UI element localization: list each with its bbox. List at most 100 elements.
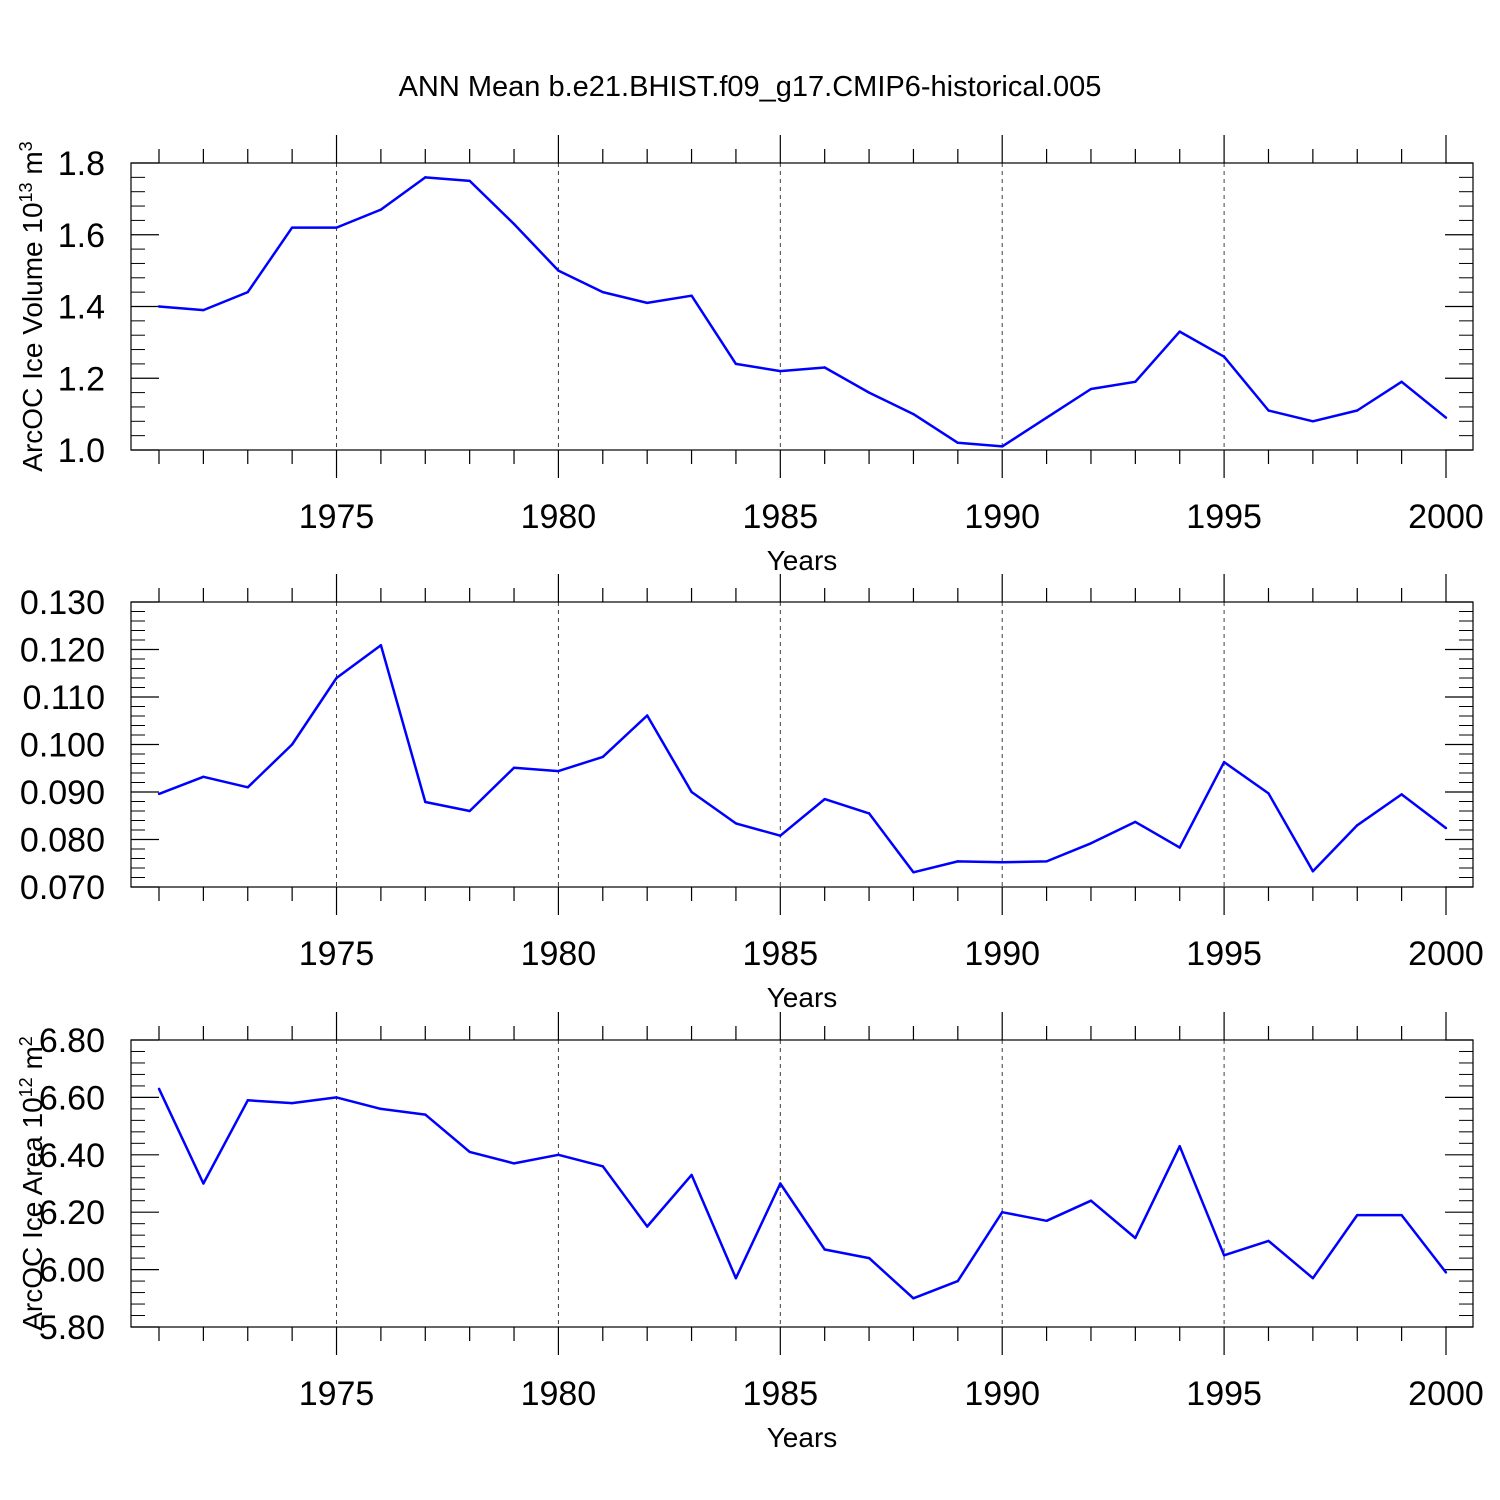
middle-data-point (335, 676, 338, 680)
area-data-point (1045, 1219, 1048, 1223)
volume-data-point (1444, 416, 1448, 419)
area-data-point (956, 1279, 960, 1283)
middle-y-tick-label: 0.100 (20, 727, 105, 765)
area-data-point (1444, 1271, 1448, 1274)
volume-data-point (1045, 416, 1048, 419)
area-data-point (1267, 1239, 1270, 1243)
volume-data-point (1222, 355, 1226, 358)
area-data-point (379, 1107, 383, 1111)
middle-data-point (557, 769, 560, 773)
middle-data-point (1400, 793, 1403, 796)
area-x-tick-label: 1995 (1186, 1375, 1262, 1413)
volume-x-tick-label: 1980 (521, 498, 597, 536)
volume-data-point (1001, 445, 1004, 448)
middle-data-point (202, 775, 205, 778)
volume-y-tick-label: 1.0 (58, 432, 105, 470)
area-data-point (157, 1087, 161, 1090)
middle-data-point (1444, 826, 1448, 830)
volume-data-point (424, 176, 427, 179)
volume-data-point (512, 222, 516, 226)
middle-y-tick-label: 0.090 (20, 774, 105, 812)
area-data-point (290, 1101, 294, 1105)
area-x-tick-label: 1975 (299, 1375, 375, 1413)
volume-x-tick-label: 2000 (1408, 498, 1484, 536)
volume-x-axis-label: Years (767, 545, 838, 576)
volume-data-point (1134, 380, 1137, 384)
middle-y-tick-label: 0.120 (20, 632, 105, 670)
middle-data-point (1311, 870, 1315, 873)
middle-x-tick-label: 1975 (299, 935, 375, 973)
area-x-tick-label: 1980 (521, 1375, 597, 1413)
volume-x-tick-label: 1975 (299, 498, 375, 536)
area-x-axis-label: Years (767, 1422, 838, 1453)
middle-variable-panel: 1975 1980 1985 1990 1995 2000 Years 0.070 0.080 0… (20, 574, 1484, 1013)
figure-title: ANN Mean b.e21.BHIST.f09_g17.CMIP6-histo… (399, 71, 1102, 103)
volume-y-label-unit: m (17, 151, 48, 182)
area-data-point (912, 1297, 915, 1300)
volume-data-point (335, 226, 338, 229)
middle-data-point (379, 644, 383, 647)
area-x-tick-label: 1985 (742, 1375, 818, 1413)
volume-data-point (912, 412, 915, 416)
middle-y-tick-label: 0.080 (20, 822, 105, 860)
volume-y-label-unit-exponent: 3 (16, 141, 36, 151)
middle-data-point (645, 714, 649, 717)
area-data-point (645, 1225, 649, 1228)
middle-data-point (1356, 824, 1359, 827)
area-y-label-text: ArcOC Ice Area 10 (17, 1097, 48, 1330)
volume-data-point (690, 294, 693, 297)
volume-data-point (1178, 330, 1181, 333)
area-y-axis-label: ArcOC Ice Area 1012 m2 (16, 1036, 48, 1331)
volume-y-label-text: ArcOC Ice Volume 10 (17, 202, 48, 471)
volume-plot-frame (130, 162, 1474, 451)
area-x-tick-label: 1990 (964, 1375, 1040, 1413)
volume-y-tick-label: 1.6 (58, 217, 105, 255)
middle-data-point (157, 792, 161, 796)
volume-data-point (601, 290, 604, 294)
middle-data-point (1045, 860, 1048, 863)
area-data-point (468, 1150, 471, 1154)
middle-x-tick-label: 1985 (742, 935, 818, 973)
middle-y-tick-label: 0.070 (20, 869, 105, 907)
area-data-point (601, 1165, 604, 1168)
area-data-point (1134, 1236, 1137, 1240)
middle-data-point (956, 860, 960, 863)
volume-y-tick-label: 1.4 (58, 289, 105, 327)
middle-y-tick-label: 0.130 (20, 584, 105, 622)
area-data-point (202, 1182, 205, 1185)
volume-data-point (1267, 409, 1270, 412)
middle-data-point (424, 800, 427, 804)
middle-data-point (1089, 842, 1093, 845)
area-data-point (1001, 1211, 1004, 1214)
area-data-point (734, 1277, 738, 1280)
area-data-point (335, 1096, 338, 1099)
area-series-line (157, 1088, 1447, 1300)
area-y-tick-label: 6.20 (39, 1194, 105, 1232)
volume-data-point (557, 269, 560, 272)
area-y-label-unit: m (17, 1046, 48, 1077)
middle-data-point (601, 755, 604, 759)
middle-series-line (158, 643, 1447, 874)
middle-plot-frame (130, 601, 1474, 888)
area-data-point (823, 1248, 826, 1251)
area-y-label-exponent: 12 (16, 1077, 36, 1097)
middle-x-tick-label: 2000 (1408, 935, 1484, 973)
middle-data-point (290, 743, 294, 746)
middle-data-point (867, 812, 871, 815)
volume-y-tick-label: 1.8 (58, 145, 105, 183)
middle-data-point (823, 797, 826, 801)
area-data-point (779, 1182, 782, 1185)
area-y-tick-label: 6.00 (39, 1252, 105, 1290)
middle-data-point (246, 786, 249, 789)
middle-x-tick-label: 1990 (964, 935, 1040, 973)
volume-data-point (823, 366, 826, 369)
volume-data-point (1089, 387, 1093, 391)
middle-data-point (779, 834, 782, 837)
volume-data-point (734, 362, 738, 366)
area-data-point (1178, 1144, 1181, 1148)
middle-x-tick-label: 1980 (521, 935, 597, 973)
middle-data-point (468, 809, 471, 813)
area-data-point (512, 1162, 516, 1165)
area-data-point (1089, 1199, 1093, 1202)
